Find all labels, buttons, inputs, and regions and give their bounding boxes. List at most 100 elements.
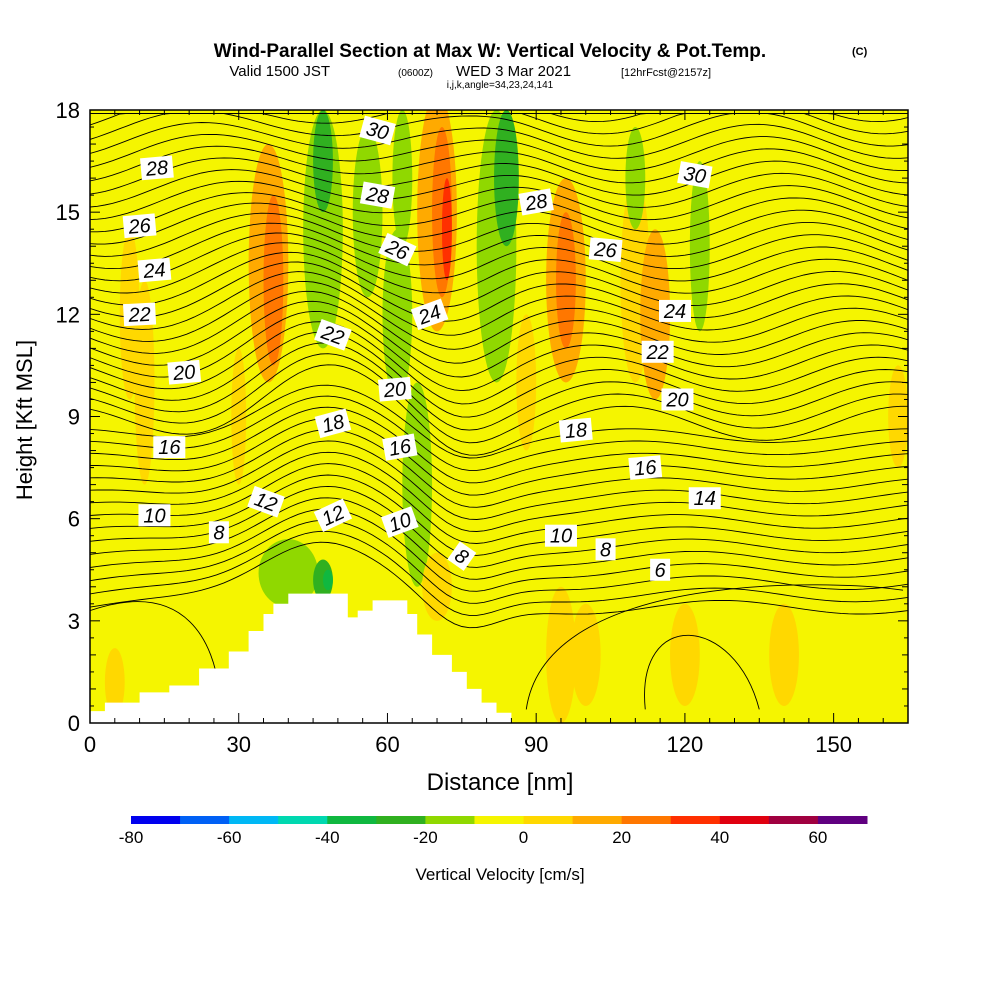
velocity-region: [689, 161, 710, 332]
theta-contour: [90, 463, 908, 544]
valid-utc: (0600Z): [398, 68, 433, 79]
y-tick-label: 6: [68, 507, 80, 532]
y-tick-label: 0: [68, 711, 80, 736]
y-tick-label: 9: [68, 405, 80, 430]
x-tick-label: 30: [226, 732, 250, 757]
contour-label-box: [658, 299, 691, 322]
contour-label: 26: [588, 237, 623, 263]
contour-label: 18: [314, 408, 352, 439]
theta-contour: [90, 133, 908, 172]
contour-label: 16: [382, 433, 418, 461]
contour-label-box: [595, 538, 616, 561]
colorbar-swatch: [719, 816, 770, 824]
x-axis-label: Distance [nm]: [427, 769, 574, 796]
velocity-region: [303, 110, 343, 349]
y-tick-label: 18: [56, 98, 80, 123]
contour-label-box: [137, 257, 172, 283]
theta-contour: [90, 232, 908, 282]
contour-label-text: 10: [143, 505, 165, 527]
theta-contour: [90, 261, 908, 322]
velocity-region: [231, 348, 247, 485]
contour-label-box: [122, 213, 157, 239]
theta-contour: [90, 122, 908, 159]
contour-label: 30: [677, 161, 713, 189]
theta-contour: [90, 406, 908, 484]
theta-contour: [90, 417, 908, 496]
contour-label: 24: [137, 257, 172, 283]
contour-label: 8: [595, 538, 616, 561]
contour-label-box: [650, 558, 671, 581]
contour-label-box: [544, 524, 577, 547]
velocity-region: [570, 603, 601, 706]
contour-label-box: [410, 298, 449, 331]
contour-label: 6: [650, 558, 671, 582]
x-tick-label: 90: [524, 732, 548, 757]
contour-label-box: [359, 181, 396, 209]
theta-contour: [90, 384, 908, 459]
theta-contour: [90, 290, 908, 364]
contour-label-box: [558, 417, 593, 443]
contour-label-text: 20: [665, 389, 688, 411]
contour-label-box: [208, 521, 229, 544]
contour-label-text: 28: [144, 157, 169, 181]
colorbar-swatch: [768, 816, 819, 824]
velocity-region: [134, 280, 155, 485]
theta-contour: [90, 331, 908, 418]
theta-contour: [90, 271, 908, 336]
contour-label-text: 16: [387, 435, 414, 461]
contour-label-text: 24: [663, 301, 686, 323]
contour-label-box: [677, 161, 713, 189]
contour-label-text: 20: [382, 378, 407, 402]
contour-label-text: 14: [694, 488, 716, 510]
theta-contour: [90, 541, 908, 629]
contour-label: 22: [123, 302, 157, 327]
contour-label-box: [518, 188, 554, 216]
valid-date: WED 3 Mar 2021: [456, 63, 571, 80]
colorbar-tick-label: 20: [612, 828, 631, 847]
colorbar-swatch: [817, 816, 868, 824]
vertical-velocity-field: [104, 110, 908, 723]
theta-contour: [90, 222, 908, 270]
contour-label-text: 22: [646, 342, 669, 364]
velocity-region: [313, 110, 333, 213]
contour-label-text: 16: [633, 457, 658, 481]
velocity-region: [263, 195, 284, 366]
theta-contour: [90, 451, 908, 532]
colorbar: -80 -60 -40 -20 0 20 40 60: [119, 816, 868, 847]
velocity-region: [323, 569, 333, 591]
x-tick-label: 120: [667, 732, 704, 757]
contour-label-box: [688, 487, 721, 510]
theta-contour: [90, 321, 908, 405]
theta-contour: [644, 634, 760, 710]
theta-contour: [90, 342, 908, 431]
contour-label-box: [378, 232, 417, 267]
contour-label-box: [313, 498, 353, 532]
colorbar-swatch: [572, 816, 623, 824]
colorbar-tick-label: 0: [519, 828, 528, 847]
contour-label-box: [359, 115, 396, 146]
contour-label-box: [588, 237, 623, 262]
colorbar-swatch: [131, 816, 181, 824]
theta-contour: [90, 212, 908, 257]
theta-contour: [90, 440, 908, 520]
colorbar-tick-label: 40: [710, 828, 729, 847]
y-axis-label: Height [Kft MSL]: [12, 340, 37, 500]
contour-label: 10: [138, 504, 171, 527]
colorbar-tick-label: -40: [315, 828, 340, 847]
contour-label: 14: [688, 487, 721, 510]
contour-label-text: 28: [364, 183, 391, 209]
colorbar-swatch: [621, 816, 672, 824]
contour-label-text: 10: [550, 526, 572, 548]
velocity-region: [104, 648, 125, 717]
colorbar-swatch: [670, 816, 721, 824]
contour-label-text: 22: [127, 304, 151, 327]
colorbar-swatch: [180, 816, 230, 824]
x-axis: 0 30 60 90 120 150: [84, 110, 909, 757]
theta-contour: [90, 169, 908, 208]
contour-label-box: [661, 388, 694, 411]
colorbar-label: Vertical Velocity [cm/s]: [415, 865, 584, 884]
velocity-region: [546, 586, 576, 723]
theta-contour: [90, 353, 908, 444]
contour-label-box: [641, 340, 674, 363]
